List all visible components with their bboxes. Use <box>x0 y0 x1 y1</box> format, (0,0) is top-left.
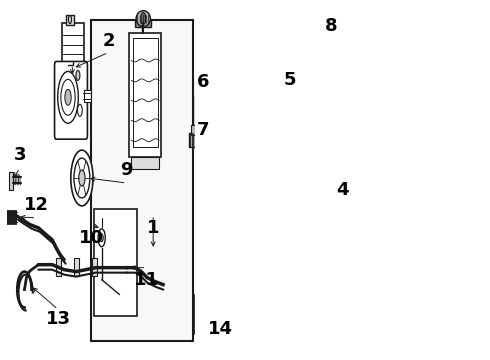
Ellipse shape <box>136 11 150 27</box>
Bar <box>94 209 137 316</box>
Bar <box>199 300 215 324</box>
Ellipse shape <box>265 191 273 217</box>
Bar <box>201 163 212 193</box>
Circle shape <box>224 172 229 184</box>
Text: 4: 4 <box>336 181 348 199</box>
Text: 1: 1 <box>147 219 159 237</box>
Bar <box>56 258 61 276</box>
Ellipse shape <box>284 212 287 224</box>
Circle shape <box>65 89 71 105</box>
Circle shape <box>217 154 219 160</box>
Circle shape <box>76 71 80 80</box>
Bar <box>91 21 193 341</box>
Ellipse shape <box>204 172 208 184</box>
Text: 6: 6 <box>197 73 210 91</box>
Circle shape <box>77 104 82 116</box>
Circle shape <box>71 150 93 206</box>
Ellipse shape <box>303 226 308 242</box>
Text: 2: 2 <box>102 32 115 50</box>
Text: 14: 14 <box>208 320 233 338</box>
Bar <box>11 210 12 224</box>
Circle shape <box>69 15 72 24</box>
Bar <box>133 37 158 147</box>
Ellipse shape <box>262 192 267 208</box>
Ellipse shape <box>277 206 282 220</box>
Bar <box>189 133 199 147</box>
FancyBboxPatch shape <box>209 133 244 223</box>
Ellipse shape <box>267 197 271 211</box>
Text: 10: 10 <box>78 229 103 247</box>
Ellipse shape <box>298 221 303 239</box>
Ellipse shape <box>240 179 246 197</box>
Bar <box>191 125 197 135</box>
Ellipse shape <box>252 181 262 211</box>
Circle shape <box>221 164 232 192</box>
Circle shape <box>61 80 75 115</box>
Text: 9: 9 <box>121 161 133 179</box>
Bar <box>92 258 97 276</box>
Ellipse shape <box>308 231 312 245</box>
Text: 11: 11 <box>134 271 159 289</box>
Ellipse shape <box>275 201 284 225</box>
Bar <box>195 107 199 129</box>
Ellipse shape <box>292 211 298 239</box>
Ellipse shape <box>248 183 254 203</box>
Circle shape <box>234 196 236 202</box>
Circle shape <box>98 229 105 247</box>
Text: 5: 5 <box>284 71 296 89</box>
Bar <box>62 23 84 62</box>
Bar <box>131 157 159 169</box>
Bar <box>9 172 13 190</box>
Ellipse shape <box>238 172 248 204</box>
Ellipse shape <box>254 188 260 204</box>
Circle shape <box>58 71 78 123</box>
Bar <box>9 210 10 224</box>
Circle shape <box>217 288 220 293</box>
Circle shape <box>234 154 236 160</box>
FancyBboxPatch shape <box>54 62 87 139</box>
Text: 7: 7 <box>197 121 210 139</box>
Ellipse shape <box>273 201 277 215</box>
Bar <box>135 19 151 27</box>
Circle shape <box>141 13 146 24</box>
Circle shape <box>217 153 236 203</box>
Circle shape <box>217 196 219 202</box>
Circle shape <box>100 234 103 242</box>
Bar <box>74 258 79 276</box>
Bar <box>7 210 8 224</box>
Bar <box>217 285 220 297</box>
Ellipse shape <box>286 210 294 232</box>
Bar <box>66 15 74 24</box>
Bar <box>195 294 220 334</box>
Text: 12: 12 <box>24 196 49 214</box>
Text: 8: 8 <box>325 17 338 35</box>
Text: 3: 3 <box>13 146 26 164</box>
Circle shape <box>74 158 90 198</box>
Bar <box>15 210 16 224</box>
Bar <box>13 210 14 224</box>
Ellipse shape <box>202 166 210 190</box>
Circle shape <box>213 144 240 212</box>
Circle shape <box>79 170 85 186</box>
Text: 13: 13 <box>46 310 71 328</box>
Bar <box>84 90 91 102</box>
Bar <box>129 32 161 157</box>
Bar <box>195 95 202 107</box>
Ellipse shape <box>288 215 292 227</box>
